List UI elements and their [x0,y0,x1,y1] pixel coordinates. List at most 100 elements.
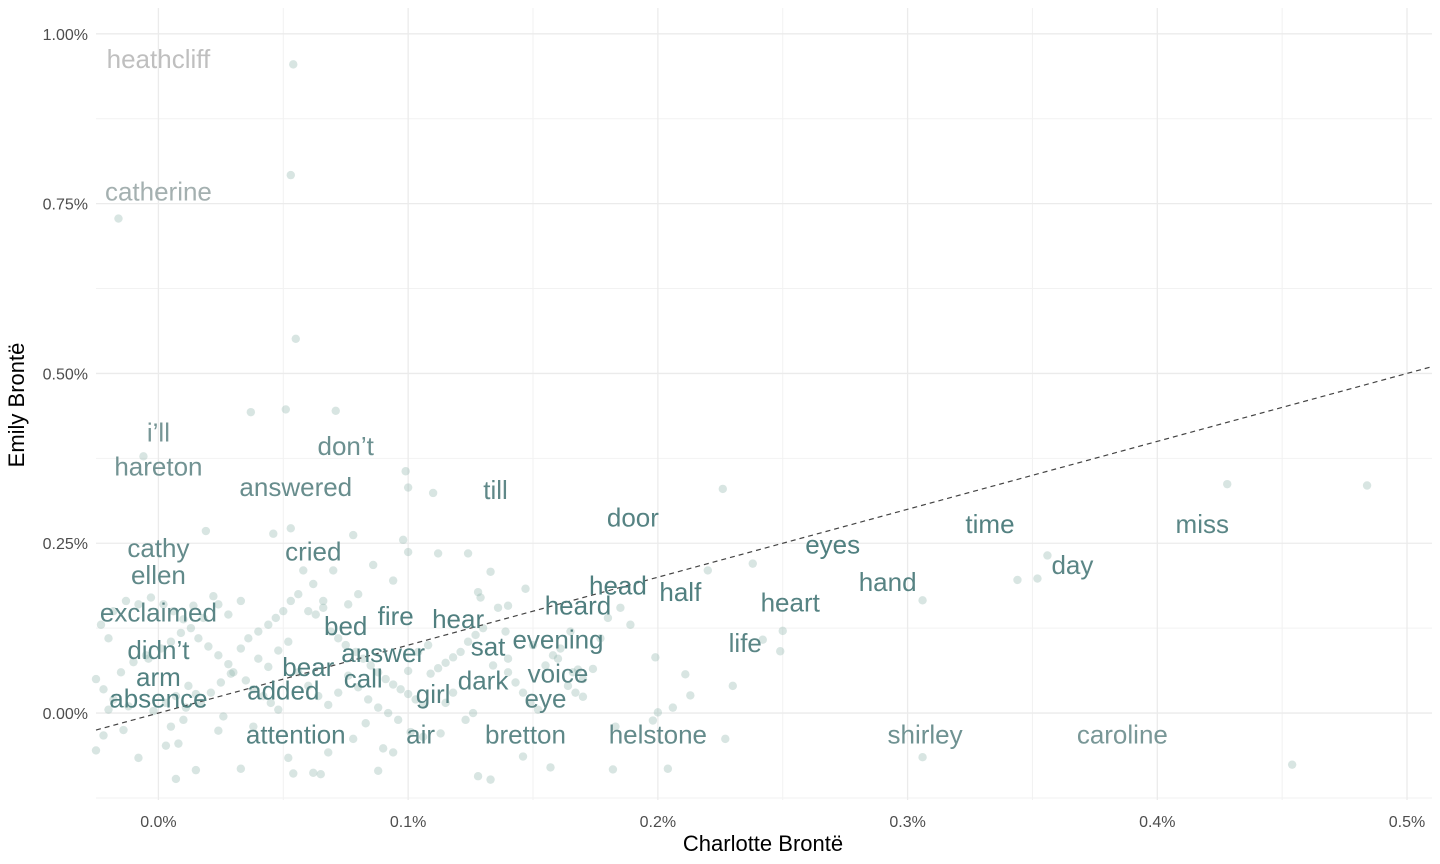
data-point [266,698,276,708]
data-point [388,576,398,585]
data-point [588,664,598,674]
data-point [289,60,298,69]
data-point [159,600,168,609]
data-point [428,488,438,498]
data-point [284,753,293,763]
data-point [349,734,358,744]
data-point [204,642,213,651]
data-point [244,634,253,643]
data-point [651,653,660,662]
word-label: heart [761,587,821,617]
data-point [161,698,171,708]
data-point [166,722,176,731]
data-point [1043,551,1052,560]
data-point [171,691,181,701]
data-point [626,620,635,629]
data-point [344,600,353,609]
data-point [366,661,375,670]
data-point [216,678,226,687]
y-axis-title: Emily Brontë [4,343,29,468]
data-point [603,613,613,623]
data-point [99,685,108,694]
data-point [124,702,133,711]
word-labels: heathcliff catherine i’ll hareton cathyellen… [100,44,1229,750]
data-point [668,703,678,712]
data-point [146,593,156,602]
data-point [201,526,211,536]
word-label: day [1051,550,1093,580]
data-point [319,603,328,612]
data-point [578,692,588,701]
data-point [311,610,320,619]
word-label: caroline [1077,720,1168,750]
data-point [249,722,258,731]
data-point [546,763,555,772]
data-point [191,765,201,775]
data-point [473,587,483,597]
data-point [144,654,153,663]
data-point [104,705,113,714]
data-point [209,592,218,601]
data-point [284,637,293,646]
data-point [528,640,538,650]
reference-line [95,366,1433,731]
word-label: answer [341,638,425,668]
data-point [1033,574,1042,583]
word-label: life [729,628,762,658]
data-point [91,746,101,755]
data-point [463,637,473,646]
data-point [401,467,410,476]
data-point [461,715,470,725]
data-point [471,630,480,640]
y-tick-label: 0.75% [43,197,88,214]
data-point [778,626,787,636]
data-point [141,651,151,660]
data-point [398,535,408,545]
data-point [329,566,338,575]
data-point [314,691,323,701]
word-label: ellen [131,560,186,590]
data-point [236,596,246,606]
data-point [918,596,927,605]
data-point [121,596,131,606]
word-label: bear [282,652,334,682]
data-point [486,567,495,576]
data-point [91,674,101,684]
data-point [433,664,443,673]
data-point [493,603,503,612]
data-point [728,681,737,691]
data-point [274,705,283,714]
data-point [703,566,713,575]
data-point [721,734,730,744]
data-point [199,613,208,623]
data-point [718,484,727,494]
word-label: absence [109,684,207,714]
word-label: bed [324,611,367,641]
data-point [236,644,246,653]
data-point [224,610,233,619]
data-point [326,627,335,636]
data-point [403,689,413,699]
data-point [299,566,308,575]
data-point [563,681,573,691]
data-point [194,634,203,643]
data-point [99,731,108,740]
data-point [279,606,288,616]
data-point [448,688,458,697]
word-label: miss [1176,509,1229,539]
data-point [189,601,198,610]
data-point [229,668,238,677]
data-point [611,722,620,731]
data-point [286,596,295,606]
data-point [503,668,513,677]
data-point [361,719,370,728]
word-label: call [344,663,383,693]
data-point [463,549,473,558]
data-point [179,615,188,624]
data-point [521,584,530,593]
x-tick-label: 0.3% [889,814,925,831]
data-point [616,603,625,612]
y-tick-label: 1.00% [43,27,88,44]
data-point [264,662,273,672]
data-point [501,627,510,636]
